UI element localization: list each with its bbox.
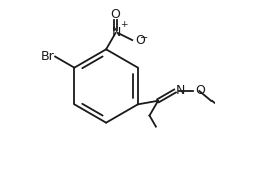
Text: O: O xyxy=(110,8,120,21)
Text: O: O xyxy=(196,84,205,98)
Text: N: N xyxy=(176,84,186,97)
Text: −: − xyxy=(140,33,148,42)
Text: Br: Br xyxy=(41,50,54,63)
Text: +: + xyxy=(120,20,127,29)
Text: O: O xyxy=(135,34,145,47)
Text: N: N xyxy=(112,26,121,39)
